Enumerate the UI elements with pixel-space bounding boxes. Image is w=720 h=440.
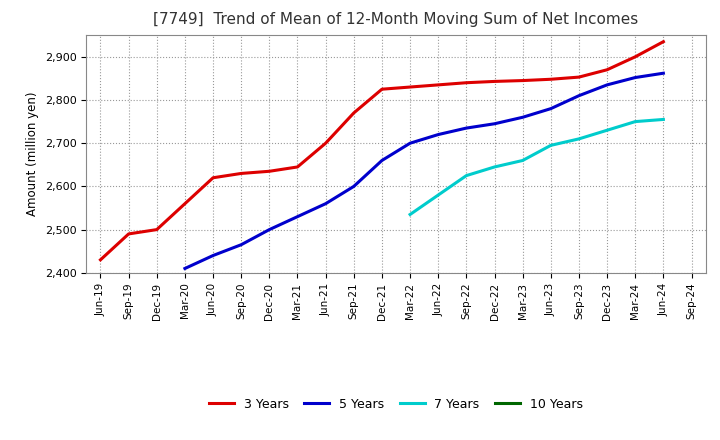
3 Years (546, 77, 555, 82)
3 Years (603, 67, 611, 73)
3 Years (349, 110, 358, 116)
5 Years (237, 242, 246, 247)
5 Years (518, 115, 527, 120)
Y-axis label: Amount (million yen): Amount (million yen) (27, 92, 40, 216)
5 Years (349, 184, 358, 189)
5 Years (265, 227, 274, 232)
3 Years (490, 79, 499, 84)
7 Years (575, 136, 583, 142)
Line: 5 Years: 5 Years (185, 73, 663, 268)
5 Years (490, 121, 499, 126)
5 Years (603, 82, 611, 88)
5 Years (321, 201, 330, 206)
Legend: 3 Years, 5 Years, 7 Years, 10 Years: 3 Years, 5 Years, 7 Years, 10 Years (204, 393, 588, 416)
Line: 7 Years: 7 Years (410, 119, 663, 214)
5 Years (293, 214, 302, 219)
3 Years (631, 54, 639, 59)
5 Years (406, 140, 415, 146)
5 Years (377, 158, 386, 163)
3 Years (377, 87, 386, 92)
3 Years (96, 257, 105, 263)
3 Years (293, 164, 302, 169)
3 Years (575, 74, 583, 80)
7 Years (659, 117, 667, 122)
7 Years (462, 173, 471, 178)
5 Years (546, 106, 555, 111)
5 Years (181, 266, 189, 271)
3 Years (125, 231, 133, 237)
5 Years (462, 125, 471, 131)
7 Years (406, 212, 415, 217)
5 Years (631, 75, 639, 80)
5 Years (209, 253, 217, 258)
7 Years (518, 158, 527, 163)
3 Years (434, 82, 443, 88)
3 Years (209, 175, 217, 180)
3 Years (265, 169, 274, 174)
5 Years (575, 93, 583, 98)
7 Years (434, 192, 443, 198)
5 Years (434, 132, 443, 137)
Title: [7749]  Trend of Mean of 12-Month Moving Sum of Net Incomes: [7749] Trend of Mean of 12-Month Moving … (153, 12, 639, 27)
7 Years (603, 128, 611, 133)
7 Years (546, 143, 555, 148)
5 Years (659, 70, 667, 76)
Line: 3 Years: 3 Years (101, 42, 663, 260)
3 Years (321, 140, 330, 146)
3 Years (406, 84, 415, 90)
3 Years (518, 78, 527, 83)
3 Years (659, 39, 667, 44)
3 Years (153, 227, 161, 232)
3 Years (237, 171, 246, 176)
3 Years (181, 201, 189, 206)
7 Years (490, 164, 499, 169)
7 Years (631, 119, 639, 124)
3 Years (462, 80, 471, 85)
